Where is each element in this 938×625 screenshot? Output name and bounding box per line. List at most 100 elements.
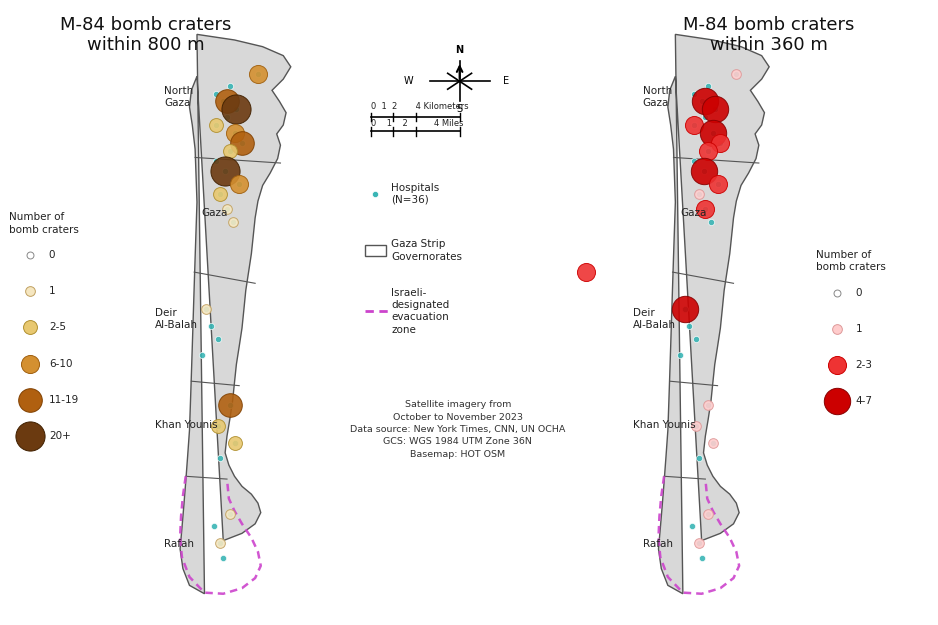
- Polygon shape: [658, 34, 769, 594]
- Text: 2-3: 2-3: [855, 360, 872, 370]
- Text: Gaza Strip
Governorates: Gaza Strip Governorates: [391, 239, 462, 262]
- Point: [691, 538, 706, 548]
- Text: Satellite imagery from
October to November 2023
Data source: New York Times, CNN: Satellite imagery from October to Novemb…: [350, 400, 566, 459]
- Point: [829, 288, 844, 298]
- Point: [677, 304, 692, 314]
- Text: Khan Younis: Khan Younis: [155, 420, 218, 430]
- Point: [218, 166, 233, 176]
- Text: Rafah: Rafah: [164, 539, 194, 549]
- Text: Gaza: Gaza: [202, 208, 228, 217]
- Point: [701, 400, 716, 410]
- Point: [234, 138, 250, 148]
- Point: [222, 400, 237, 410]
- Point: [250, 69, 265, 79]
- Point: [691, 189, 706, 199]
- Point: [829, 360, 844, 370]
- Point: [696, 166, 711, 176]
- Point: [705, 127, 720, 138]
- Point: [579, 267, 594, 277]
- Point: [691, 189, 706, 199]
- Point: [694, 96, 709, 106]
- Text: 1: 1: [855, 324, 862, 334]
- Point: [688, 421, 704, 431]
- Point: [219, 96, 234, 106]
- Point: [208, 120, 223, 130]
- Point: [685, 521, 700, 531]
- Point: [219, 112, 234, 123]
- Text: 6-10: 6-10: [49, 359, 72, 369]
- Text: Hospitals
(N=36): Hospitals (N=36): [391, 182, 439, 205]
- Point: [210, 334, 225, 344]
- Text: Deir
Al-Balah: Deir Al-Balah: [155, 308, 198, 329]
- Point: [705, 438, 720, 448]
- Point: [698, 204, 713, 214]
- Point: [23, 286, 38, 296]
- Point: [232, 179, 247, 189]
- Point: [698, 204, 713, 214]
- Point: [229, 104, 244, 114]
- Point: [673, 350, 688, 360]
- Text: M-84 bomb craters
within 360 m: M-84 bomb craters within 360 m: [684, 16, 855, 54]
- Point: [705, 438, 720, 448]
- Point: [704, 217, 719, 227]
- Text: Number of
bomb craters: Number of bomb craters: [9, 213, 79, 235]
- Text: 0: 0: [855, 288, 862, 298]
- Point: [707, 104, 722, 114]
- Text: N: N: [456, 45, 463, 55]
- Text: North
Gaza: North Gaza: [164, 86, 193, 108]
- Text: 11-19: 11-19: [49, 395, 79, 405]
- Point: [222, 146, 237, 156]
- Point: [213, 538, 228, 548]
- Point: [701, 146, 716, 156]
- Point: [23, 395, 38, 405]
- Point: [232, 179, 247, 189]
- Text: Gaza: Gaza: [680, 208, 706, 217]
- Point: [213, 189, 228, 199]
- Point: [23, 322, 38, 332]
- Point: [222, 81, 237, 91]
- Text: 20+: 20+: [49, 431, 70, 441]
- Point: [687, 89, 702, 99]
- Point: [208, 89, 223, 99]
- Text: 2-5: 2-5: [49, 322, 66, 332]
- Point: [694, 552, 709, 562]
- Point: [213, 189, 228, 199]
- Point: [225, 217, 240, 227]
- Text: 0  1  2       4 Kilometers: 0 1 2 4 Kilometers: [371, 102, 468, 111]
- Text: Number of
bomb craters: Number of bomb craters: [816, 250, 885, 272]
- Point: [219, 204, 234, 214]
- Point: [199, 304, 214, 314]
- Point: [23, 250, 38, 260]
- Point: [713, 138, 728, 148]
- Point: [696, 166, 711, 176]
- Text: 4-7: 4-7: [855, 396, 872, 406]
- Point: [219, 204, 234, 214]
- Text: North
Gaza: North Gaza: [643, 86, 672, 108]
- Point: [691, 452, 706, 462]
- Point: [829, 396, 844, 406]
- Point: [701, 509, 716, 519]
- Text: S: S: [457, 104, 462, 114]
- Point: [199, 304, 214, 314]
- Point: [213, 452, 228, 462]
- Point: [701, 81, 716, 91]
- Point: [701, 509, 716, 519]
- Point: [227, 438, 242, 448]
- Point: [729, 69, 744, 79]
- Point: [698, 96, 713, 106]
- Point: [705, 127, 720, 138]
- Text: M-84 bomb craters
within 800 m: M-84 bomb craters within 800 m: [60, 16, 231, 54]
- Point: [698, 112, 713, 123]
- Point: [23, 359, 38, 369]
- Point: [204, 321, 219, 331]
- Point: [208, 156, 223, 166]
- Point: [227, 438, 242, 448]
- Point: [688, 421, 704, 431]
- Point: [194, 350, 209, 360]
- Point: [218, 166, 233, 176]
- Point: [677, 304, 692, 314]
- Polygon shape: [180, 34, 291, 594]
- Point: [222, 146, 237, 156]
- Point: [206, 521, 221, 531]
- Point: [227, 127, 242, 138]
